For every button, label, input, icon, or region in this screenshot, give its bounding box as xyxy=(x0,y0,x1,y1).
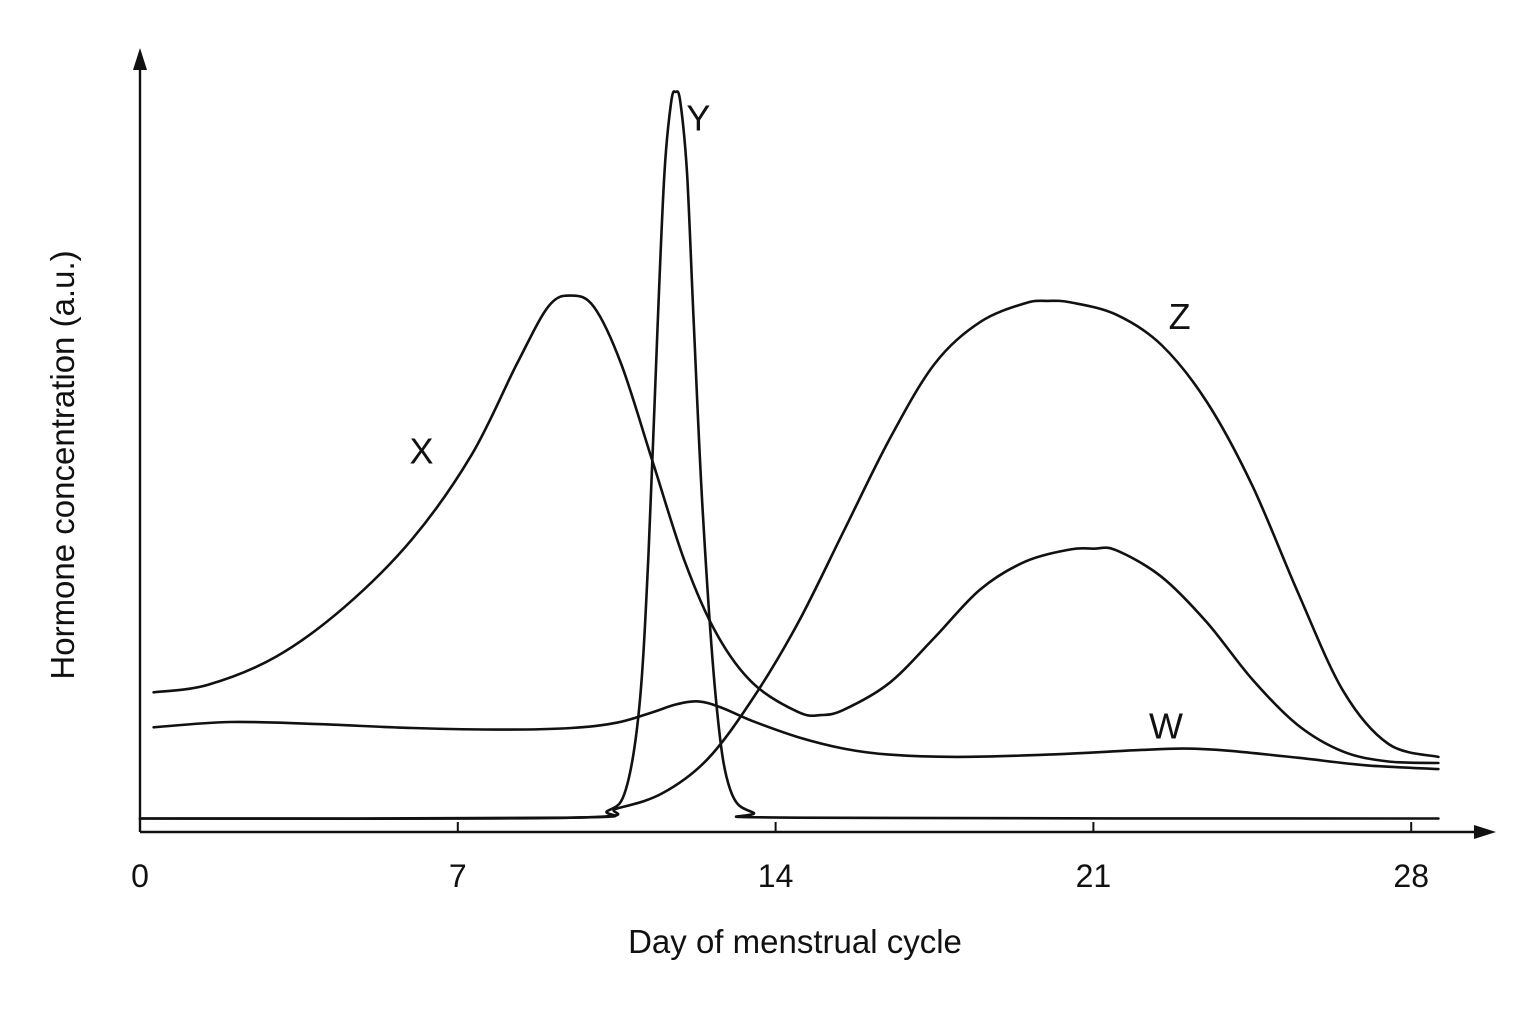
y-axis-label: Hormone concentration (a.u.) xyxy=(44,250,81,679)
series-line-y xyxy=(138,90,1440,820)
series-label-y: Y xyxy=(686,98,710,139)
axes xyxy=(133,48,1496,839)
series-label-x: X xyxy=(409,430,433,471)
series-line-w xyxy=(152,700,1440,771)
x-tick-label: 7 xyxy=(449,858,467,894)
x-tick-label: 28 xyxy=(1393,858,1429,894)
series-line-z xyxy=(138,299,1440,821)
series-label-w: W xyxy=(1149,706,1183,747)
series-line-x xyxy=(152,294,1440,765)
series-lines xyxy=(138,90,1440,821)
y-axis-arrowhead xyxy=(133,48,147,70)
x-tick-label: 0 xyxy=(131,858,149,894)
x-axis-arrowhead xyxy=(1474,825,1496,839)
x-tick-label: 21 xyxy=(1076,858,1112,894)
x-tick-label: 14 xyxy=(758,858,794,894)
series-labels: X Y Z W xyxy=(409,98,1190,747)
x-axis-ticks: 0 7 14 21 28 xyxy=(131,822,1429,894)
x-axis-label: Day of menstrual cycle xyxy=(628,923,962,960)
series-label-z: Z xyxy=(1169,296,1191,337)
